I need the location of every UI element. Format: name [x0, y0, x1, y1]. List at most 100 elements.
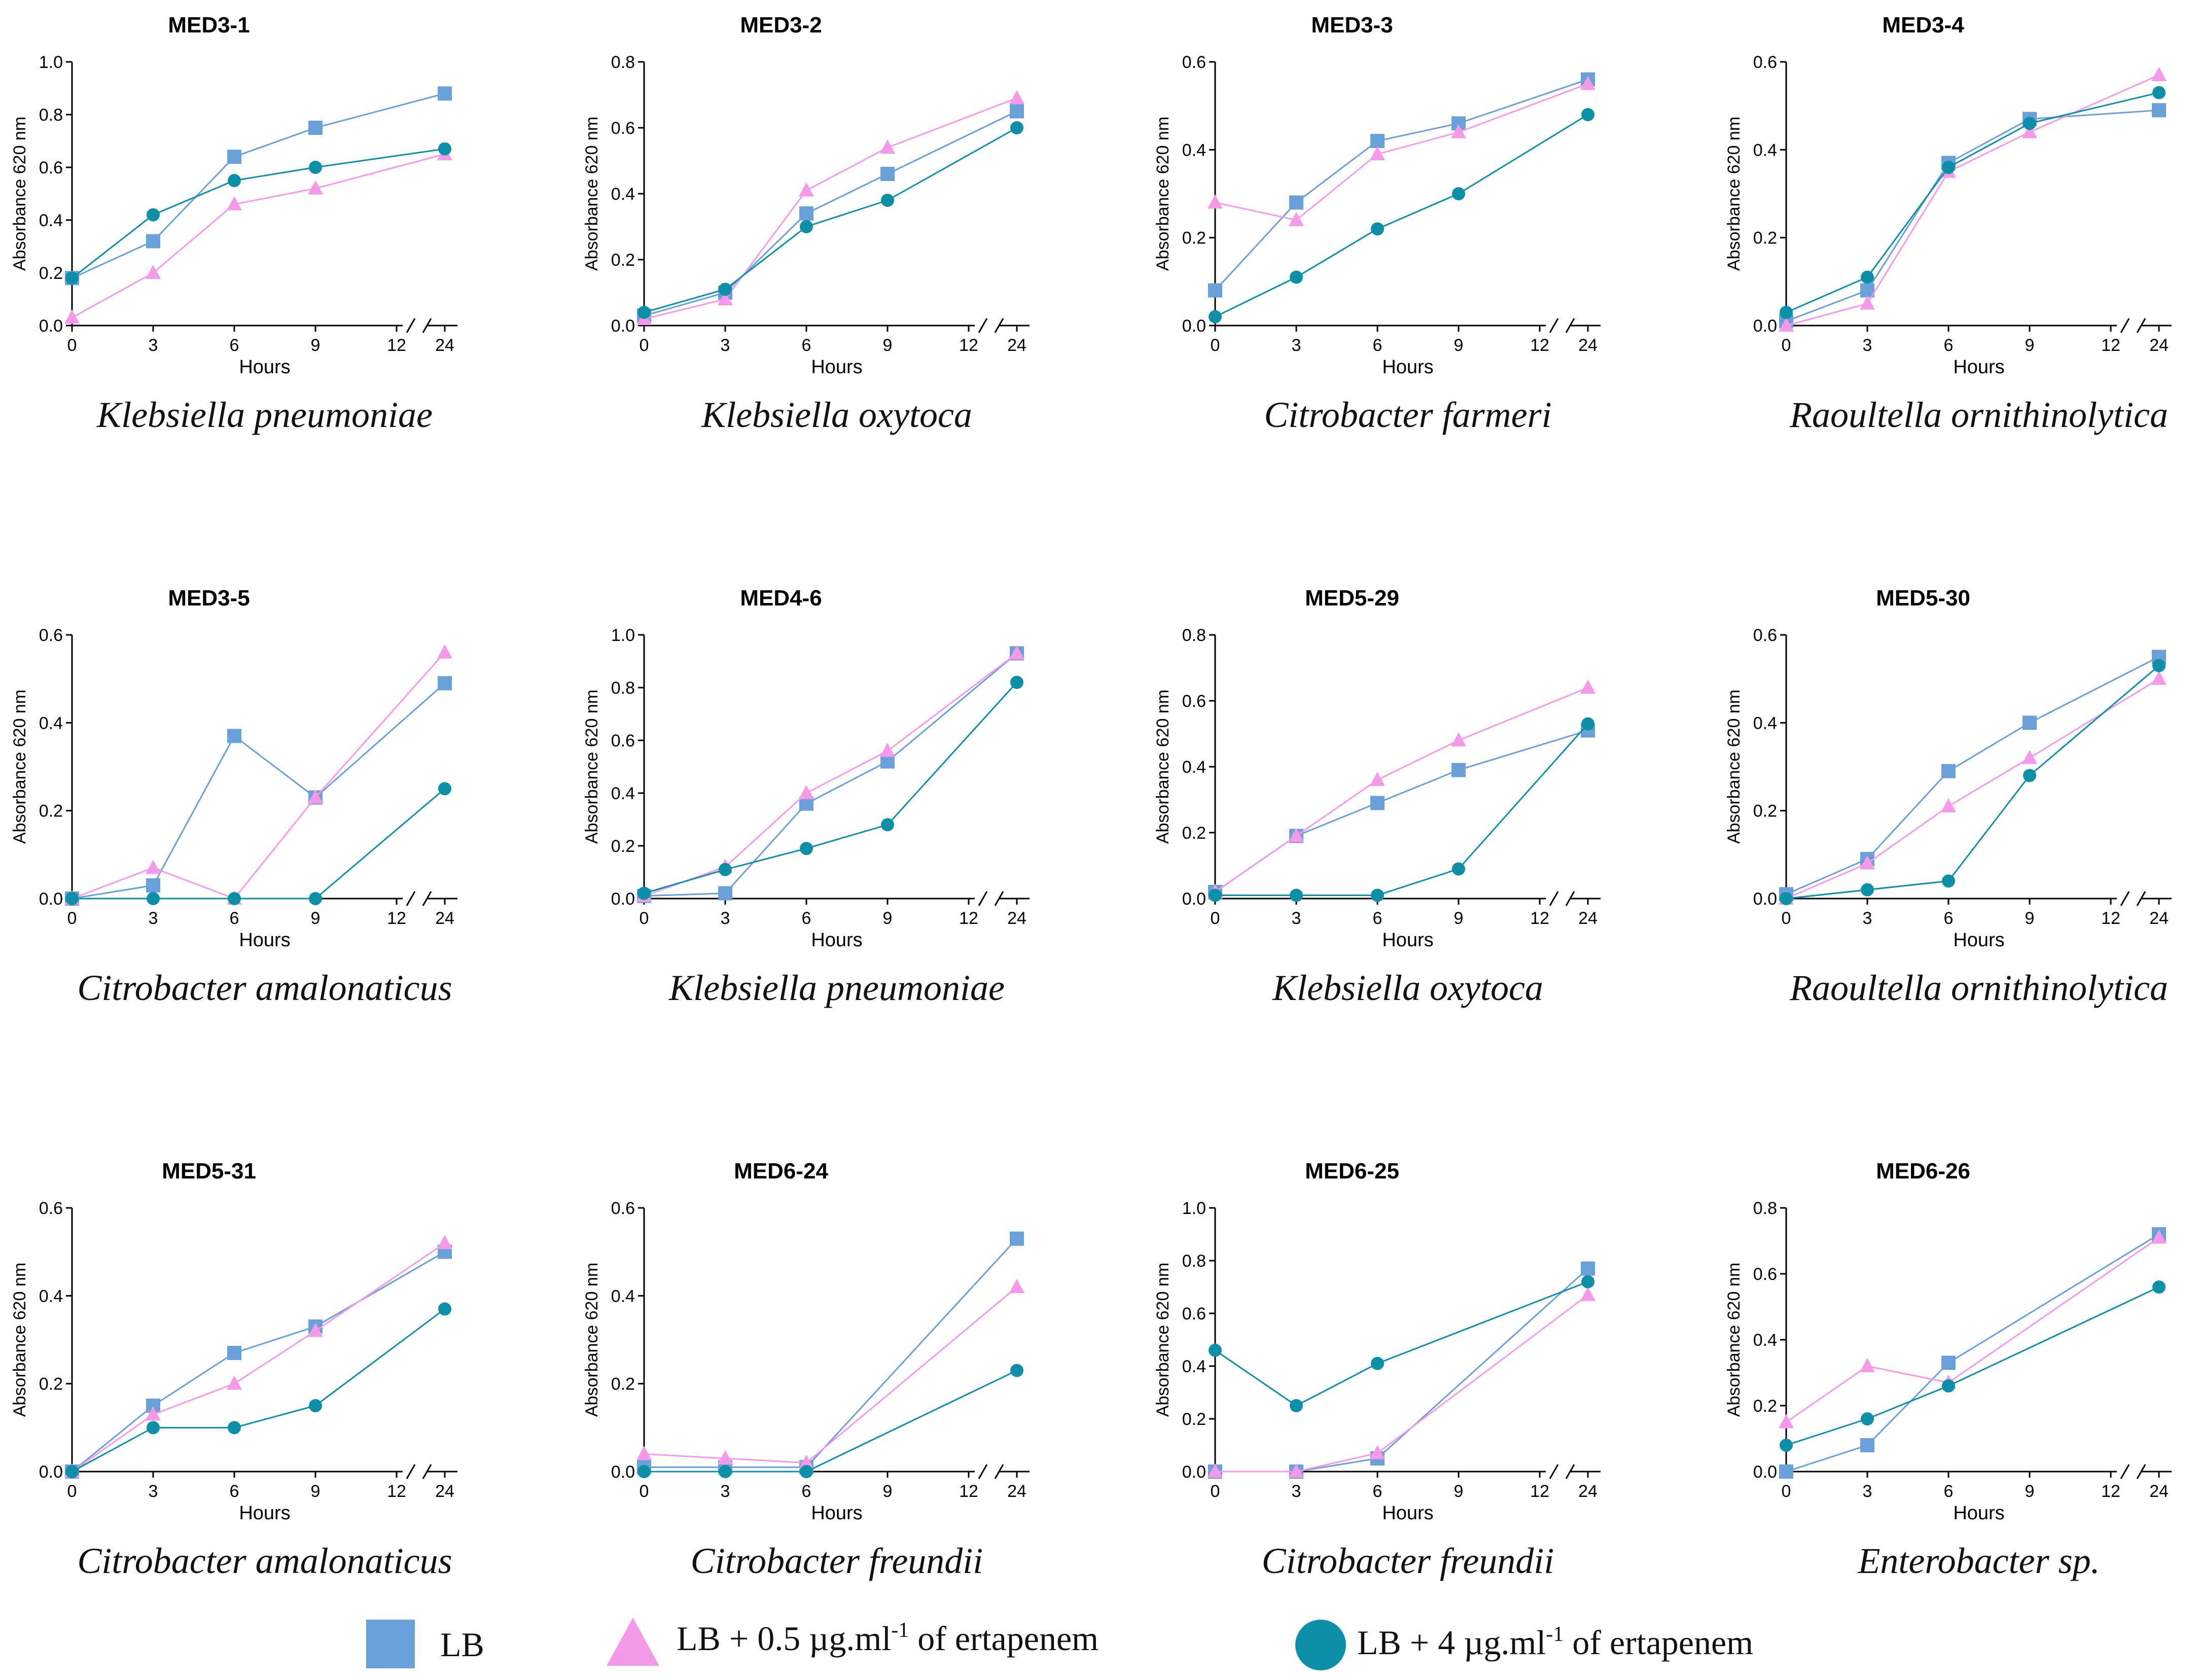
axis-break-mark: [2120, 891, 2130, 906]
data-point-circle: [1452, 862, 1465, 876]
series-line: [644, 682, 1018, 895]
series-line: [1786, 656, 2159, 895]
x-tick-label: 12: [2101, 909, 2120, 928]
series-line: [72, 788, 445, 900]
series-line: [1215, 114, 1588, 318]
x-tick-label: 12: [387, 1482, 406, 1501]
data-point-square: [2023, 716, 2037, 730]
data-point-circle: [719, 863, 732, 876]
x-axis-label: Hours: [239, 930, 290, 951]
chart-panel-med3-2: MED3-2 0.0 0.2 0.4 0.6 0.8 Absorbance 620 nm 0 3…: [582, 13, 1030, 435]
data-point-triangle: [880, 139, 895, 154]
y-tick-label: 0.6: [611, 119, 635, 138]
x-tick-label: 3: [1863, 1482, 1872, 1501]
axis-break-mark: [994, 318, 1004, 333]
chart-panel-med4-6: MED4-6 0.0 0.2 0.4 0.6 0.8 1.0 Absorbance 620 n…: [582, 586, 1030, 1008]
x-tick-label: 12: [1530, 1482, 1549, 1501]
species-label: Citrobacter farmeri: [1264, 395, 1551, 435]
species-label: Klebsiella pneumoniae: [96, 395, 433, 435]
series-line: [1786, 665, 2159, 900]
x-axis-label: Hours: [1382, 930, 1433, 951]
series-line: [1215, 687, 1588, 893]
series-line: [72, 652, 446, 900]
y-tick-label: 0.0: [611, 1462, 635, 1482]
y-tick-label: 0.0: [39, 1462, 63, 1482]
x-tick-label: 9: [1454, 336, 1464, 355]
species-label: Citrobacter freundii: [691, 1541, 983, 1581]
y-axis-label: Absorbance 620 nm: [1724, 117, 1744, 271]
data-point-triangle: [146, 860, 161, 874]
data-point-circle: [637, 1465, 651, 1478]
data-point-circle: [1209, 888, 1222, 902]
data-point-circle: [1010, 1364, 1023, 1377]
data-point-triangle: [2151, 67, 2167, 81]
y-tick-label: 0.2: [611, 251, 635, 270]
y-tick-label: 0.2: [1753, 1397, 1777, 1416]
legend-label-ertapenem-4: LB + 4 µg.ml-1 of ertapenem: [1357, 1623, 1753, 1662]
data-point-triangle: [799, 182, 814, 197]
data-point-square: [1860, 1438, 1874, 1452]
data-point-square: [227, 729, 241, 743]
y-axis-label: Absorbance 620 nm: [1153, 117, 1173, 271]
series-triangle: [1779, 67, 2167, 332]
data-point-circle: [147, 208, 160, 222]
data-point-triangle: [1580, 680, 1596, 694]
x-tick-label: 6: [802, 336, 811, 355]
x-tick-label: 6: [1373, 336, 1382, 355]
chart-title: MED6-26: [1876, 1159, 1970, 1184]
data-point-circle: [65, 892, 79, 905]
axis-break-mark: [978, 1464, 988, 1479]
data-point-circle: [2152, 86, 2166, 99]
series-circle: [1780, 1280, 2166, 1452]
x-tick-label: 12: [2101, 1482, 2120, 1501]
series-line: [644, 111, 1017, 316]
axis-break-mark: [422, 318, 432, 333]
series-square: [637, 104, 1024, 323]
chart-title: MED4-6: [740, 586, 822, 611]
x-tick-label: 9: [2025, 336, 2035, 355]
chart-title: MED5-29: [1305, 586, 1399, 611]
series-line: [1215, 730, 1588, 893]
y-tick-label: 0.8: [1182, 1252, 1206, 1271]
y-axis-label: Absorbance 620 nm: [582, 1263, 601, 1417]
data-point-triangle: [64, 309, 80, 324]
series-square: [637, 646, 1024, 903]
data-point-circle: [1290, 888, 1303, 902]
y-tick-label: 0.4: [1182, 758, 1206, 777]
x-tick-label: 3: [149, 336, 158, 355]
data-point-triangle: [146, 265, 161, 279]
x-tick-label: 0: [1211, 1482, 1220, 1501]
y-tick-label: 0.4: [39, 211, 63, 230]
data-point-circle: [1371, 1356, 1384, 1370]
x-tick-label: 3: [1292, 1482, 1301, 1501]
y-axis-label: Absorbance 620 nm: [582, 117, 601, 271]
y-tick-label: 0.4: [1753, 140, 1777, 160]
x-axis-label: Hours: [1382, 356, 1433, 378]
series-circle: [1780, 659, 2166, 905]
legend-label-4-suffix: of ertapenem: [1564, 1623, 1753, 1662]
chart-panel-med3-3: MED3-3 0.0 0.2 0.4 0.6 Absorbance 620 nm 0 3 6 9 1…: [1153, 13, 1601, 435]
series-line: [644, 653, 1017, 897]
x-tick-label: 3: [149, 909, 158, 928]
chart-panel-med5-29: MED5-29 0.0 0.2 0.4 0.6 0.8 Absorbance 620 nm 0…: [1153, 586, 1601, 1008]
x-tick-label: 3: [721, 1482, 730, 1501]
series-triangle: [636, 1279, 1024, 1469]
legend-item-lb: LB: [366, 1620, 484, 1668]
y-tick-label: 0.8: [611, 53, 635, 72]
data-point-circle: [1209, 310, 1222, 324]
x-tick-label: 6: [802, 909, 811, 928]
x-tick-label: 3: [721, 909, 730, 928]
x-tick-label: 24: [1578, 1482, 1598, 1501]
series-triangle: [1779, 1229, 2167, 1428]
data-point-circle: [1209, 1343, 1222, 1357]
x-tick-label: 3: [1292, 909, 1301, 928]
legend-item-ertapenem-0-5: LB + 0.5 µg.ml-1 of ertapenem: [607, 1618, 1098, 1666]
chart-panel-med5-31: MED5-31 0.0 0.2 0.4 0.6 Absorbance 620 nm 0 3 6 9…: [10, 1159, 457, 1581]
species-label: Enterobacter sp.: [1857, 1541, 2100, 1581]
chart-panel-med3-4: MED3-4 0.0 0.2 0.4 0.6 Absorbance 620 nm 0 3 6 9 1…: [1724, 13, 2172, 435]
axis-break-mark: [422, 1464, 432, 1479]
data-point-circle: [2023, 117, 2036, 130]
y-axis-label: Absorbance 620 nm: [10, 690, 29, 844]
series-line: [1215, 83, 1588, 221]
y-axis-label: Absorbance 620 nm: [1724, 690, 1744, 844]
